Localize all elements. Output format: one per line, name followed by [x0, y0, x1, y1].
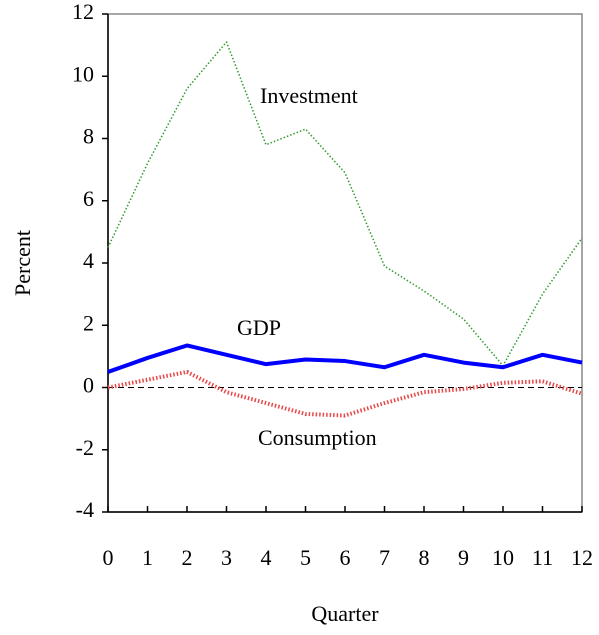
x-tick-label: 3 — [221, 545, 232, 570]
y-tick-label: 4 — [83, 248, 94, 273]
y-tick-label: 6 — [83, 186, 94, 211]
y-tick-label: -2 — [76, 435, 94, 460]
x-axis-label: Quarter — [311, 601, 379, 626]
x-tick-label: 2 — [182, 545, 193, 570]
series-line — [107, 343, 583, 374]
x-tick-label: 7 — [379, 545, 390, 570]
series-label: Investment — [260, 83, 358, 108]
y-tick-label: 10 — [72, 61, 94, 86]
x-tick-label: 0 — [103, 545, 114, 570]
x-tick-label: 9 — [458, 545, 469, 570]
x-tick-label: 6 — [340, 545, 351, 570]
y-tick-label: 2 — [83, 310, 94, 335]
y-tick-label: -4 — [76, 497, 94, 522]
x-tick-label: 4 — [261, 545, 272, 570]
x-tick-label: 5 — [300, 545, 311, 570]
x-tick-label: 11 — [532, 545, 553, 570]
series-line — [107, 369, 583, 418]
x-tick-label: 1 — [142, 545, 153, 570]
y-tick-label: 0 — [83, 373, 94, 398]
y-tick-label: 8 — [83, 124, 94, 149]
y-axis-label: Percent — [10, 230, 35, 296]
x-tick-label: 8 — [419, 545, 430, 570]
series-label: GDP — [237, 315, 281, 340]
y-tick-label: 12 — [72, 0, 94, 24]
x-tick-label: 10 — [492, 545, 514, 570]
x-tick-label: 12 — [571, 545, 593, 570]
series-label: Consumption — [258, 425, 377, 450]
